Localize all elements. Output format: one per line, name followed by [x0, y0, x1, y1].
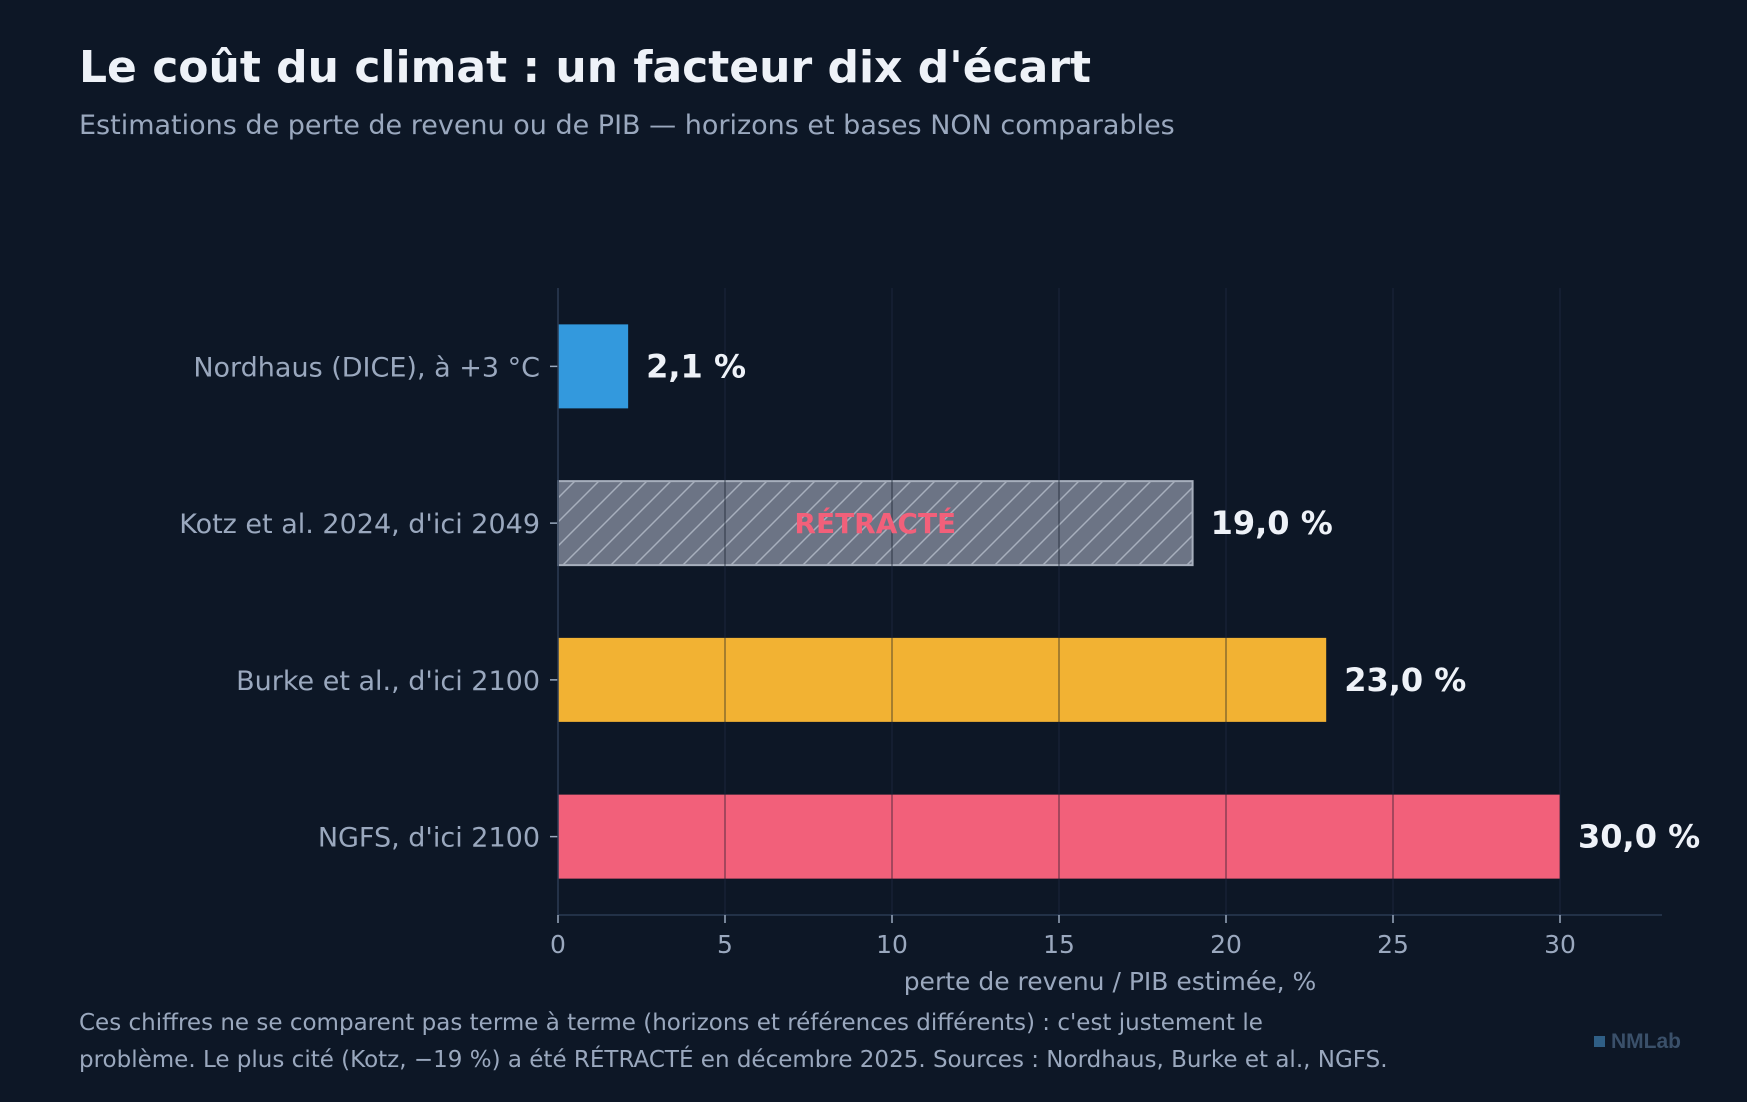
bar-chart: Nordhaus (DICE), à +3 °C 2,1 % Kotz et al.… — [179, 288, 1700, 996]
category-label: NGFS, d'ici 2100 — [318, 823, 540, 854]
bar — [558, 794, 1560, 879]
category-label: Nordhaus (DICE), à +3 °C — [193, 352, 540, 383]
footnote-line-1: Ces chiffres ne se comparent pas terme à… — [79, 1010, 1263, 1036]
category-label: Kotz et al. 2024, d'ici 2049 — [179, 509, 540, 540]
category-label: Burke et al., d'ici 2100 — [236, 666, 540, 697]
x-tick-label: 20 — [1210, 930, 1242, 959]
brand-square-icon — [1594, 1036, 1605, 1047]
footnote-line-2: problème. Le plus cité (Kotz, −19 %) a é… — [79, 1047, 1388, 1073]
x-axis-label: perte de revenu / PIB estimée, % — [904, 967, 1317, 996]
chart-title: Le coût du climat : un facteur dix d'éca… — [79, 42, 1092, 93]
bar-hatch — [557, 480, 1194, 567]
brand-logo: NMLab — [1594, 1030, 1681, 1054]
x-tick-label: 0 — [550, 930, 566, 959]
x-tick-label: 25 — [1377, 930, 1409, 959]
value-label: 30,0 % — [1578, 818, 1700, 856]
value-label: 2,1 % — [646, 347, 746, 385]
x-tick-label: 5 — [717, 930, 733, 959]
x-tick-label: 15 — [1043, 930, 1075, 959]
x-tick-label: 30 — [1544, 930, 1576, 959]
bar — [558, 324, 629, 409]
chart-subtitle: Estimations de perte de revenu ou de PIB… — [79, 110, 1175, 141]
footnote: Ces chiffres ne se comparent pas terme à… — [79, 1005, 1499, 1079]
x-tick-label: 10 — [876, 930, 908, 959]
bar-annotation: RÉTRACTÉ — [794, 506, 956, 540]
value-label: 19,0 % — [1211, 504, 1333, 542]
brand-name: NMLab — [1611, 1030, 1681, 1053]
bar — [558, 637, 1327, 722]
value-label: 23,0 % — [1344, 661, 1466, 699]
